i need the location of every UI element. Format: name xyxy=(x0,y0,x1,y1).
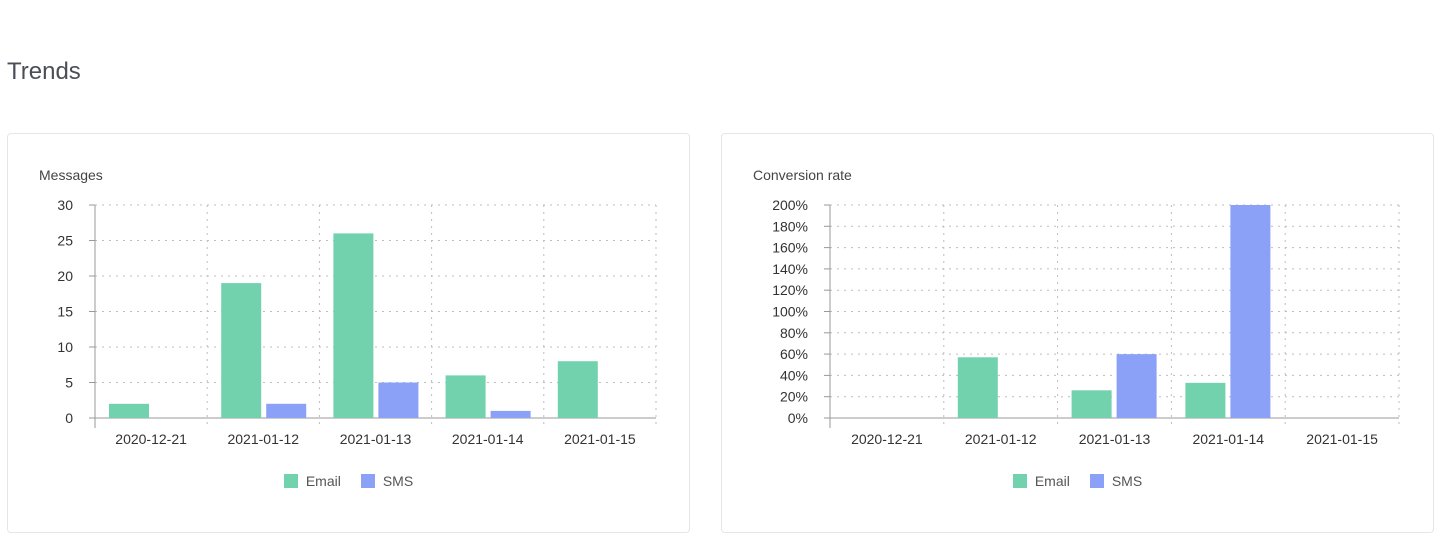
legend-label: SMS xyxy=(382,473,414,489)
bar-sms xyxy=(378,382,419,418)
legend-label: SMS xyxy=(1111,473,1143,489)
messages-chart: 0 5 10 15 20 25 30 2020-12-21 2021-01-12 2021-01-… xyxy=(57,197,657,447)
conversion-chart: 0% 20% 40% 60% 80% 100% 120% 140% 160% 180% 200% 20… xyxy=(772,197,1400,447)
x-tick-label: 2021-01-15 xyxy=(564,431,636,447)
legend-swatch-email xyxy=(283,474,298,488)
chart-title: Conversion rate xyxy=(753,167,852,183)
y-tick-label: 20% xyxy=(780,389,808,405)
y-tick-label: 0 xyxy=(65,410,73,426)
bar-sms xyxy=(266,403,307,418)
conversion-chart-card: Conversion rate 0% 20% 40% 60% 80% 100% 120% 14… xyxy=(721,133,1434,533)
x-tick-label: 2021-01-13 xyxy=(340,431,412,447)
bar-sms xyxy=(1116,354,1157,418)
x-tick-label: 2021-01-12 xyxy=(227,431,299,447)
y-tick-label: 10 xyxy=(57,339,73,355)
legend-swatch-sms xyxy=(360,474,375,488)
y-tick-label: 15 xyxy=(57,304,73,320)
chart-title: Messages xyxy=(39,167,103,183)
legend-item-sms[interactable]: SMS xyxy=(360,473,414,489)
legend-label: Email xyxy=(305,473,341,489)
x-tick-label: 2021-01-15 xyxy=(1306,431,1378,447)
legend-item-sms[interactable]: SMS xyxy=(1089,473,1143,489)
messages-chart-card: Messages 0 5 10 15 20 25 30 2020-12-21 2021-01-1… xyxy=(7,133,690,533)
x-tick-label: 2021-01-14 xyxy=(452,431,524,447)
bar-email xyxy=(221,283,262,418)
legend-item-email[interactable]: Email xyxy=(1012,473,1070,489)
bar-sms xyxy=(1230,205,1271,418)
bar-email xyxy=(957,357,998,418)
y-tick-label: 120% xyxy=(772,282,808,298)
bar-email xyxy=(445,375,486,418)
y-tick-label: 160% xyxy=(772,240,808,256)
y-tick-label: 40% xyxy=(780,367,808,383)
chart-legend: Email SMS xyxy=(8,473,689,489)
y-tick-label: 5 xyxy=(65,375,73,391)
y-tick-label: 80% xyxy=(780,325,808,341)
y-tick-label: 60% xyxy=(780,346,808,362)
y-tick-label: 180% xyxy=(772,218,808,234)
legend-label: Email xyxy=(1034,473,1070,489)
x-tick-label: 2021-01-13 xyxy=(1079,431,1151,447)
section-title: Trends xyxy=(7,58,81,85)
bar-email xyxy=(1185,382,1226,418)
legend-item-email[interactable]: Email xyxy=(283,473,341,489)
y-tick-label: 200% xyxy=(772,197,808,213)
chart-legend: Email SMS xyxy=(722,473,1433,489)
x-tick-label: 2020-12-21 xyxy=(115,431,187,447)
y-tick-label: 25 xyxy=(57,233,73,249)
bar-email xyxy=(109,403,149,418)
x-tick-label: 2021-01-12 xyxy=(965,431,1037,447)
x-tick-label: 2021-01-14 xyxy=(1192,431,1264,447)
y-tick-label: 0% xyxy=(788,410,808,426)
bar-email xyxy=(557,361,598,418)
y-tick-label: 30 xyxy=(57,197,73,213)
bar-email xyxy=(333,233,374,418)
y-tick-label: 140% xyxy=(772,261,808,277)
legend-swatch-email xyxy=(1012,474,1027,488)
y-tick-label: 20 xyxy=(57,268,73,284)
x-tick-label: 2020-12-21 xyxy=(851,431,923,447)
legend-swatch-sms xyxy=(1089,474,1104,488)
bar-sms xyxy=(490,410,531,418)
bar-email xyxy=(1071,390,1112,418)
y-tick-label: 100% xyxy=(772,304,808,320)
